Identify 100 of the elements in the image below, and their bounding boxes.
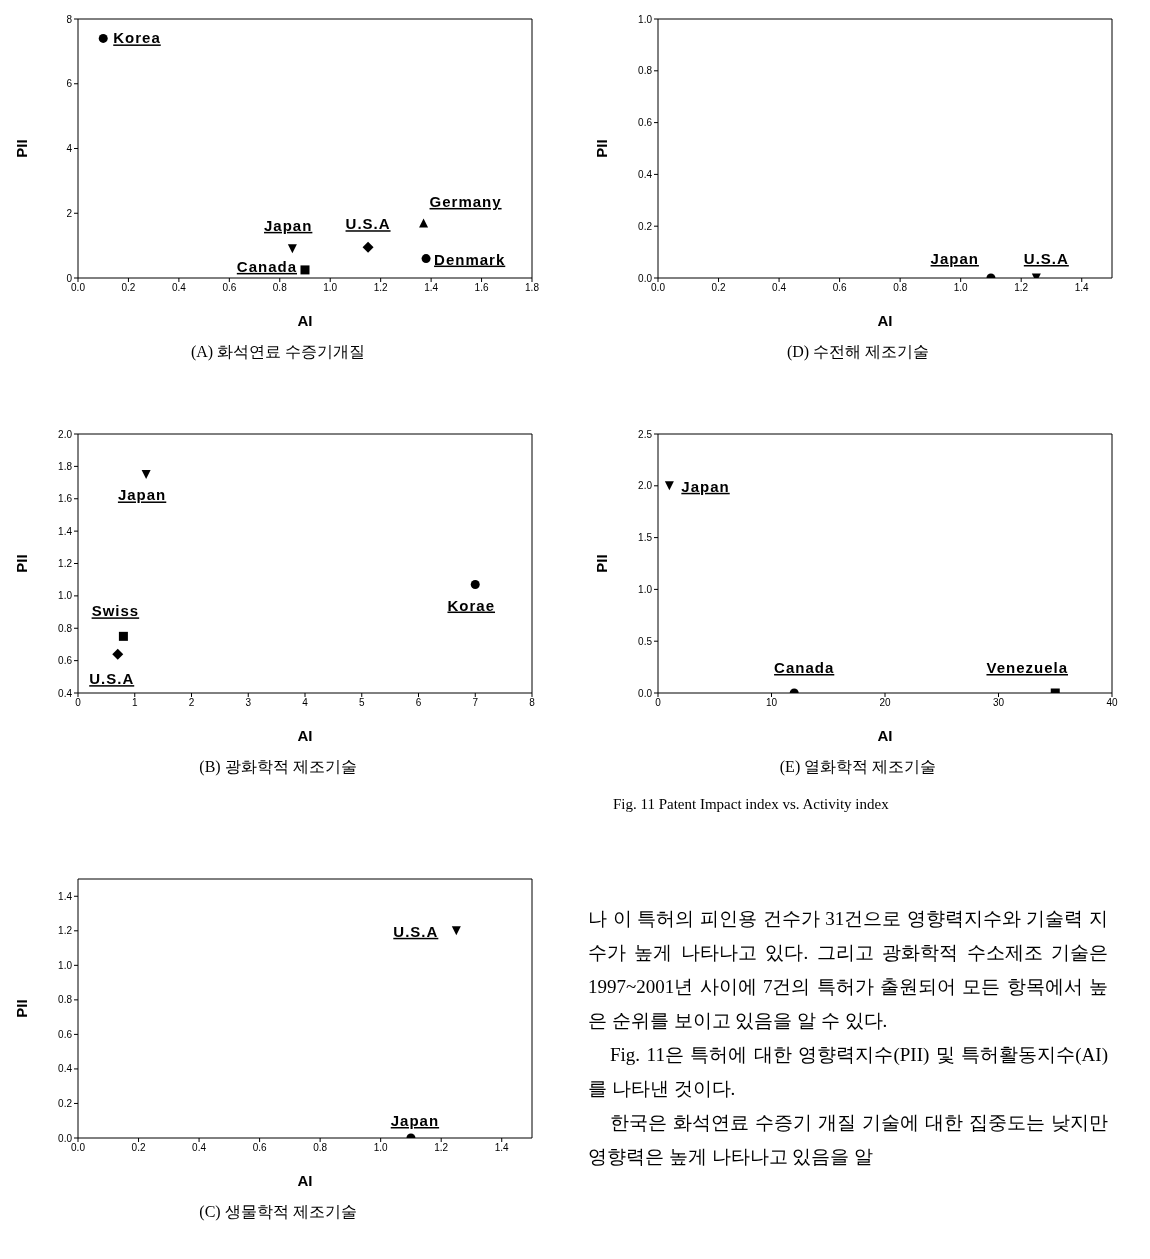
series-label: Venezuela xyxy=(986,659,1069,676)
x-tick-label: 3 xyxy=(245,697,252,709)
y-axis-title: PII xyxy=(13,139,31,158)
x-tick-label: 30 xyxy=(992,697,1005,709)
text: (C) 생물학적 제조기술 xyxy=(198,1202,358,1223)
point xyxy=(141,469,151,479)
series-label: Swiss xyxy=(91,602,140,620)
point xyxy=(112,648,124,660)
series-label: Germany xyxy=(429,192,502,210)
x-tick-label: 7 xyxy=(472,697,479,709)
y-tick-label: 0.0 xyxy=(58,1132,73,1144)
x-tick-label: 40 xyxy=(1106,697,1118,709)
x-tick-label: 0.2 xyxy=(131,1142,146,1154)
x-tick-label: 0.2 xyxy=(121,282,136,294)
x-tick-label: 0.0 xyxy=(651,282,666,294)
y-tick-label: 2 xyxy=(66,207,73,219)
point xyxy=(362,241,374,253)
caption: Fig. 11 Patent Impact index vs. Activity index xyxy=(613,796,890,813)
x-tick-label: 0.8 xyxy=(893,282,908,294)
series-label: U.S.A xyxy=(345,215,391,233)
y-axis-title: PII xyxy=(593,554,611,573)
y-tick-label: 0 xyxy=(66,272,73,284)
x-tick-label: 2 xyxy=(188,697,195,709)
series-label: Japan xyxy=(681,477,730,495)
series-label: Korae xyxy=(447,596,496,614)
y-tick-label: 2.0 xyxy=(58,428,73,440)
x-tick-label: 1.4 xyxy=(1074,282,1090,294)
text: (A) 화석연료 수증기개질 xyxy=(189,342,367,363)
y-tick-label: 0.4 xyxy=(58,687,73,699)
point xyxy=(421,254,431,264)
x-tick-label: 1.6 xyxy=(474,282,489,294)
x-tick-label: 0.6 xyxy=(252,1142,267,1154)
x-tick-label: 10 xyxy=(765,697,778,709)
y-axis-title: PII xyxy=(593,139,611,158)
x-tick-label: 1.4 xyxy=(424,282,439,294)
caption: Fig. 11은 특허에 대한 영향력지수(PII) 및 특허활동지수(AI)를 나타낸 것이다. xyxy=(588,1043,1108,1101)
x-tick-label: 1.8 xyxy=(525,282,540,294)
x-tick-label: 1.2 xyxy=(1014,282,1029,294)
x-tick-label: 6 xyxy=(415,697,422,709)
y-tick-label: 0.4 xyxy=(638,168,653,180)
y-tick-label: 1.6 xyxy=(58,493,73,505)
x-tick-label: 1.0 xyxy=(953,282,969,294)
series-label: U.S.A xyxy=(89,670,135,688)
y-tick-label: 0.8 xyxy=(638,65,653,77)
x-tick-label: 5 xyxy=(358,697,365,709)
y-tick-label: 1.0 xyxy=(58,590,73,602)
x-tick-label: 1.0 xyxy=(373,1142,389,1154)
x-tick-label: 8 xyxy=(529,697,536,709)
text: (D) 수전해 제조기술 xyxy=(785,342,931,363)
x-tick-label: 0 xyxy=(75,697,82,709)
y-tick-label: 0.5 xyxy=(638,635,653,647)
y-tick-label: 1.8 xyxy=(58,460,73,472)
y-tick-label: 0.2 xyxy=(638,220,653,232)
y-tick-label: 0.0 xyxy=(638,272,653,284)
y-tick-label: 1.4 xyxy=(58,890,73,902)
text: 나 이 특허의 피인용 건수가 31건으로 영향력지수와 기술력 지수가 높게 나타나고 있다. 그리고 광화학적 수소제조 기술은 1997~2001년 사이에 7건의 특허가 출원되어 모든 항목에서 높은 순위를 보이고 있음을 알 수 있다. xyxy=(588,907,1108,1033)
x-tick-label: 1.0 xyxy=(323,282,338,294)
x-tick-label: 1 xyxy=(131,697,138,709)
point xyxy=(98,33,108,43)
y-tick-label: 1.0 xyxy=(638,13,653,25)
y-tick-label: 0.6 xyxy=(638,117,653,129)
y-tick-label: 2.0 xyxy=(638,480,653,492)
y-tick-label: 8 xyxy=(66,13,73,25)
x-tick-label: 0.4 xyxy=(171,282,187,294)
series-label: Japan xyxy=(930,250,979,267)
y-tick-label: 1.4 xyxy=(58,525,73,537)
series-label: Japan xyxy=(264,216,313,234)
x-tick-label: 0.8 xyxy=(272,282,288,294)
x-tick-label: 0.2 xyxy=(711,282,726,294)
y-tick-label: 6 xyxy=(66,78,73,90)
series-label: Japan xyxy=(390,1112,440,1129)
x-tick-label: 1.2 xyxy=(434,1142,449,1154)
y-axis-title: PII xyxy=(13,999,31,1018)
x-axis-title: AI xyxy=(877,312,893,329)
x-tick-label: 0.6 xyxy=(832,282,847,294)
series-label: Canada xyxy=(236,257,297,275)
y-tick-label: 2.5 xyxy=(638,428,653,440)
x-tick-label: 1.4 xyxy=(494,1142,510,1154)
x-tick-label: 0.6 xyxy=(222,282,237,294)
y-tick-label: 1.0 xyxy=(638,583,653,595)
x-tick-label: 1.2 xyxy=(373,282,389,294)
y-tick-label: 1.5 xyxy=(638,532,653,544)
text: (B) 광화학적 제조기술 xyxy=(198,757,358,778)
y-tick-label: 4 xyxy=(66,143,73,155)
y-tick-label: 0.8 xyxy=(58,994,73,1006)
y-tick-label: 0.6 xyxy=(58,1028,73,1040)
y-tick-label: 1.2 xyxy=(58,558,73,570)
x-axis-title: AI xyxy=(297,312,313,329)
point xyxy=(287,244,297,254)
series-label: U.S.A xyxy=(1023,250,1069,267)
y-tick-label: 0.8 xyxy=(58,622,73,634)
series-label: Korea xyxy=(113,29,161,47)
x-tick-label: 0.8 xyxy=(313,1142,328,1154)
y-tick-label: 1.0 xyxy=(58,959,73,971)
y-tick-label: 0.4 xyxy=(58,1063,73,1075)
series-label: U.S.A xyxy=(393,922,439,940)
x-tick-label: 20 xyxy=(879,697,891,709)
point xyxy=(470,580,480,590)
x-tick-label: 0 xyxy=(655,697,662,709)
series-label: Denmark xyxy=(434,250,506,268)
